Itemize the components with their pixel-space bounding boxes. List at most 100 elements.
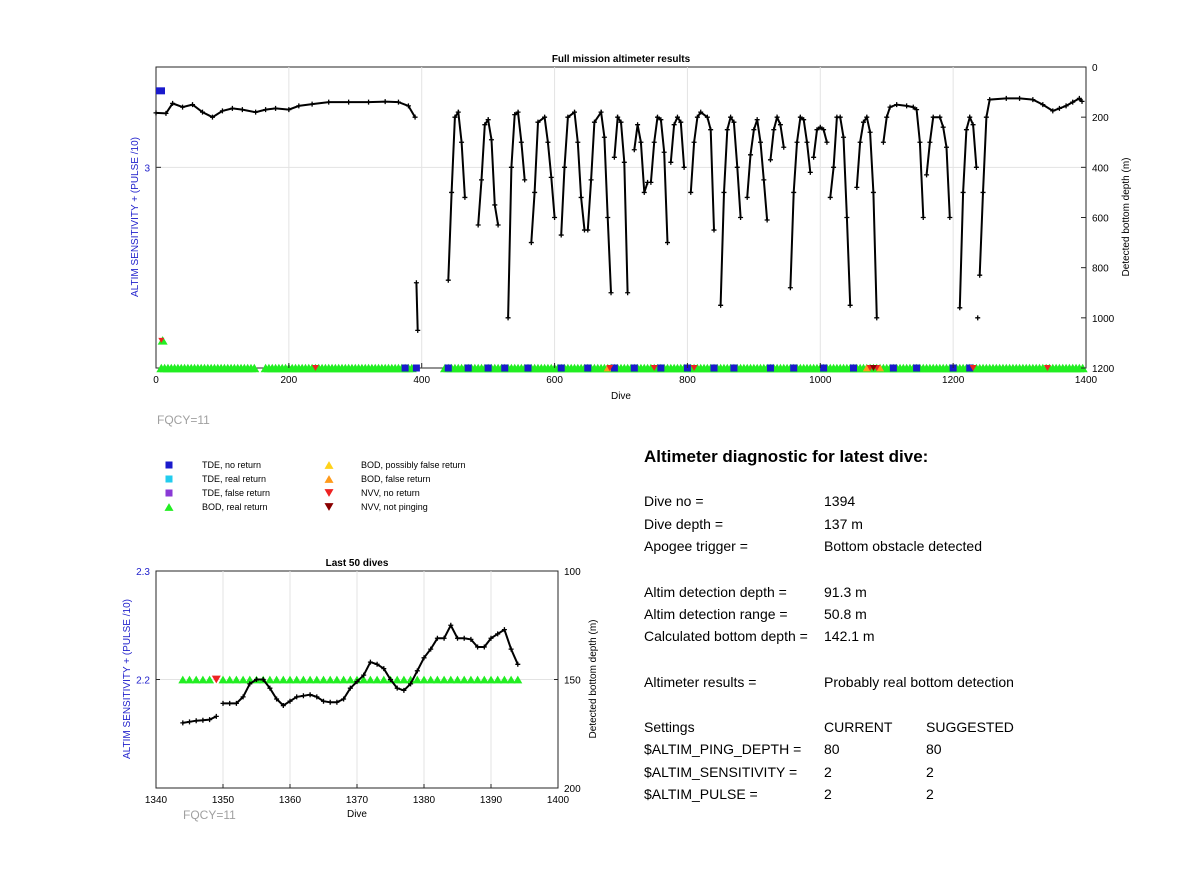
depth-point (698, 109, 704, 115)
full-mission-title: Full mission altimeter results (552, 54, 691, 65)
depth-point (441, 635, 447, 641)
last-50-left-ytick-label: 2.3 (136, 567, 150, 578)
depth-point (505, 315, 511, 321)
depth-point (880, 139, 886, 145)
bod-real-return-marker (225, 675, 235, 684)
full-mission-xtick-label: 800 (679, 375, 696, 386)
tde-no-return-marker (889, 364, 897, 372)
depth-point (811, 154, 817, 160)
depth-point (294, 694, 300, 700)
depth-point (314, 694, 320, 700)
altimeter-results-label: Altimeter results = (644, 674, 756, 690)
full-mission-depth-line (958, 114, 978, 308)
depth-point (1017, 95, 1023, 101)
bod-real-return-marker (359, 675, 369, 684)
depth-point (239, 107, 245, 113)
depth-point (153, 110, 159, 116)
depth-point (408, 681, 414, 687)
depth-point (1070, 99, 1076, 105)
bod-real-return-marker (426, 675, 436, 684)
nvv-not-pinging-marker (869, 365, 877, 371)
legend-marker (164, 503, 174, 511)
tde-no-return-marker (557, 364, 565, 372)
depth-point (468, 636, 474, 642)
depth-point (462, 194, 468, 200)
depth-point (213, 713, 219, 719)
depth-point (532, 189, 538, 195)
depth-point (884, 114, 890, 120)
depth-point (777, 122, 783, 128)
depth-point (548, 174, 554, 180)
bod-real-return-marker (285, 675, 295, 684)
depth-point (671, 122, 677, 128)
depth-point (970, 122, 976, 128)
last-50-depth-lines (180, 622, 521, 726)
setting-sensitivity-label: $ALTIM_SENSITIVITY = (644, 764, 797, 780)
depth-point (307, 692, 313, 698)
depth-point (341, 696, 347, 702)
legend-label: TDE, real return (202, 474, 266, 484)
setting-pulse-label: $ALTIM_PULSE = (644, 786, 758, 802)
depth-point (608, 290, 614, 296)
bod-real-return-marker (453, 675, 462, 684)
depth-point (940, 124, 946, 130)
depth-point (508, 164, 514, 170)
bod-real-return-marker (412, 675, 422, 684)
nvv-no-return-marker (969, 365, 977, 371)
bod-real-return-marker (292, 675, 302, 684)
depth-point (771, 127, 777, 133)
full-mission-nvv-markers (158, 337, 1051, 371)
legend-label: TDE, false return (202, 488, 270, 498)
depth-point (781, 144, 787, 150)
bod-real-return-marker (493, 675, 503, 684)
tde-no-return-marker (484, 364, 492, 372)
bod-real-return-marker (365, 675, 375, 684)
depth-point (758, 139, 763, 145)
depth-point (572, 109, 577, 115)
depth-point (947, 215, 953, 220)
setting-sensitivity-current: 2 (824, 764, 832, 780)
depth-point (488, 137, 494, 143)
depth-point (515, 109, 521, 115)
full-mission-xtick-label: 1200 (942, 375, 965, 386)
full-mission-right-ylabel: Detected bottom depth (m) (1121, 158, 1132, 277)
depth-point (944, 144, 949, 150)
depth-point (801, 117, 807, 123)
depth-point (615, 114, 621, 120)
bod-real-return-marker (459, 675, 469, 684)
dive-no-value: 1394 (824, 493, 855, 509)
depth-point (674, 114, 680, 120)
nvv-no-return-marker (158, 337, 165, 343)
setting-ping-depth-suggested: 80 (926, 741, 942, 757)
depth-point (983, 114, 989, 120)
depth-point (967, 114, 973, 120)
depth-point (744, 194, 750, 200)
depth-point (485, 117, 491, 123)
depth-point (334, 699, 340, 705)
depth-point (545, 139, 551, 145)
depth-point (515, 661, 521, 667)
depth-point (492, 202, 498, 208)
bod-real-return-marker (278, 675, 288, 684)
depth-point (625, 290, 631, 296)
depth-point (200, 717, 206, 723)
tde-no-return-marker (524, 364, 532, 372)
depth-point (894, 102, 900, 108)
depth-point (455, 635, 460, 641)
diagnostic-title: Altimeter diagnostic for latest dive: (644, 447, 928, 466)
full-mission-xtick-label: 1000 (809, 375, 832, 386)
depth-point (924, 172, 930, 178)
depth-point (326, 99, 332, 105)
last-50-ticks: 1340 1350 1360 1370 1380 1390 1400 100 150 200 2.2… (136, 567, 581, 806)
tde-no-return-marker (464, 364, 472, 372)
last-50-xtick-label: 1350 (212, 795, 235, 806)
bod-real-return-marker (332, 675, 342, 684)
depth-point (678, 119, 684, 125)
depth-point (209, 114, 215, 120)
dive-depth-value: 137 m (824, 516, 863, 532)
depth-point (704, 114, 710, 120)
depth-point (455, 109, 461, 115)
depth-point (648, 179, 654, 185)
apogee-trigger-value: Bottom obstacle detected (824, 538, 982, 554)
